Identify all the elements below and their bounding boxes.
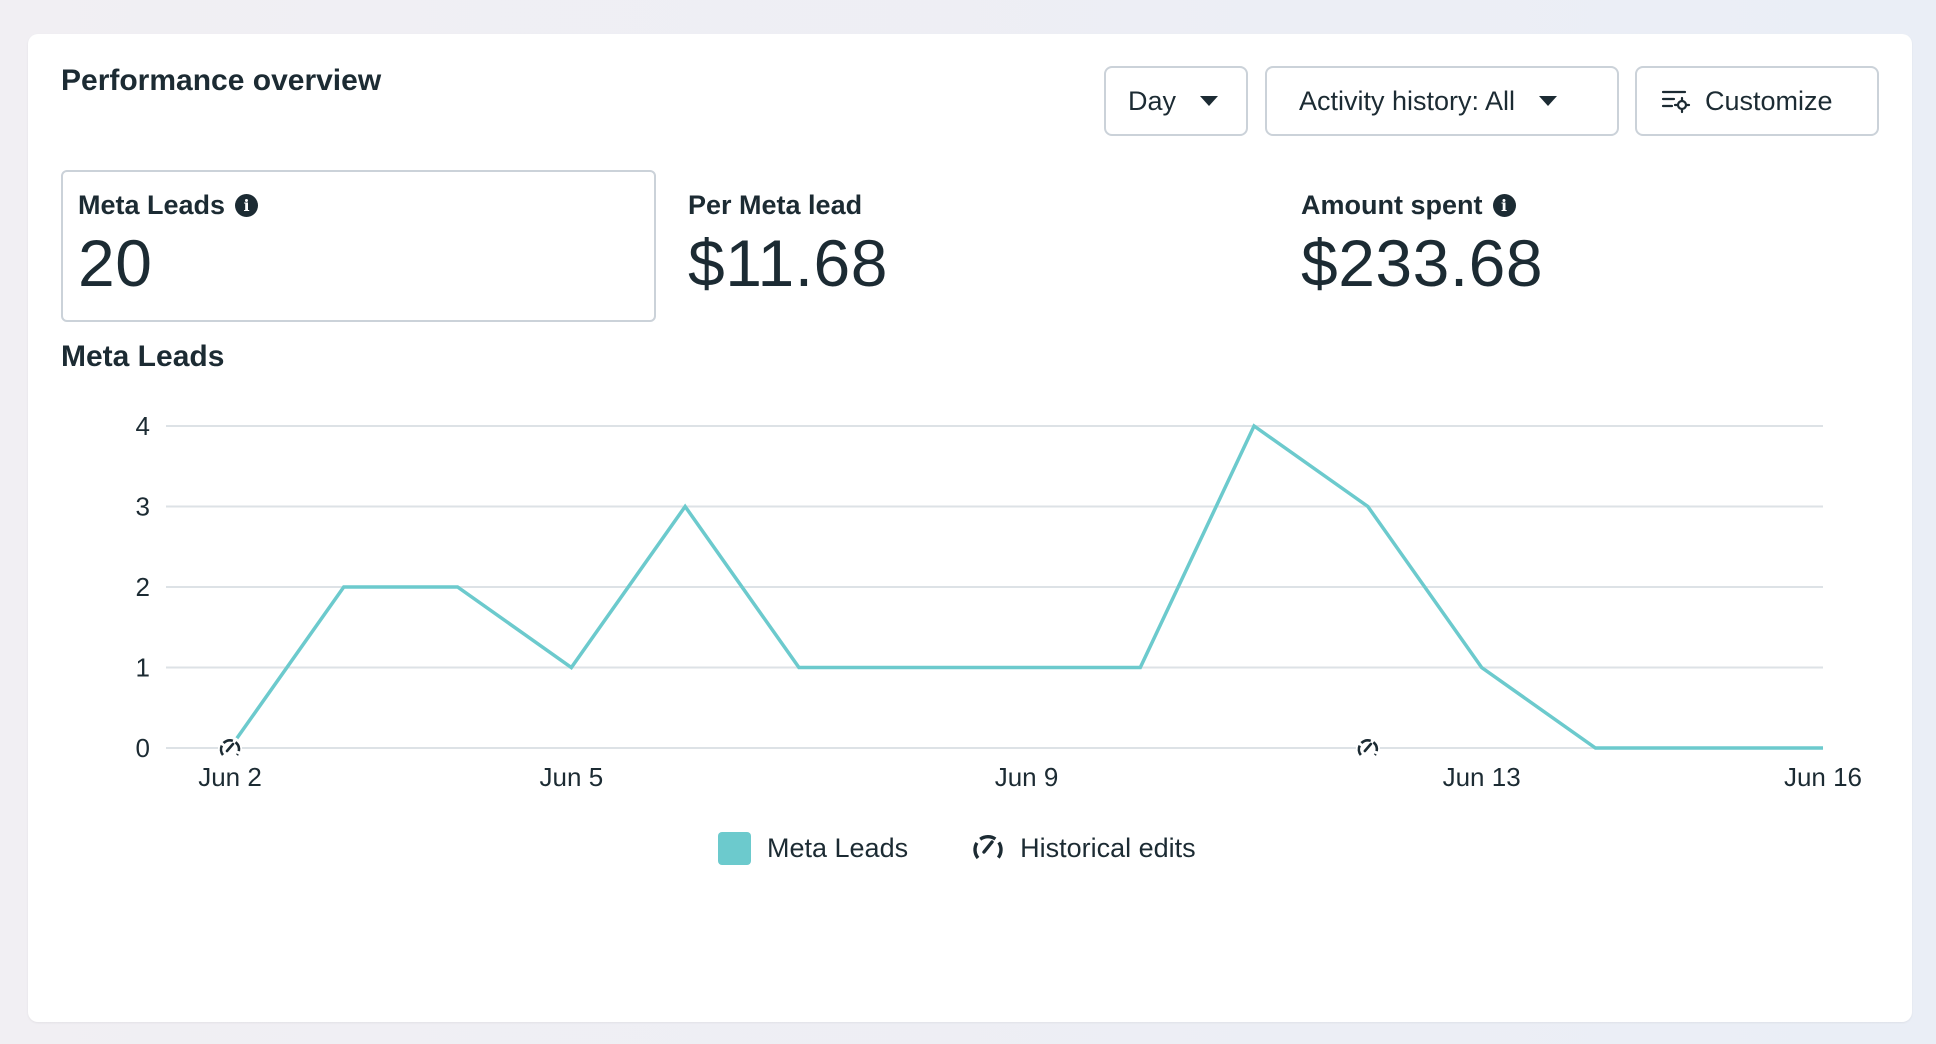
y-tick-label: 1 [136,653,150,683]
activity-history-dropdown[interactable]: Activity history: All [1265,66,1619,136]
legend-swatch [718,831,751,865]
info-icon[interactable]: i [1492,194,1516,217]
metric-label: Per Meta lead [688,190,863,220]
legend-label: Historical edits [1020,832,1196,863]
performance-card [28,34,1912,1022]
historical-edit-marker [218,736,242,760]
legend-item-historical-edits[interactable]: Historical edits [970,830,1196,866]
metric-card-per-meta-lead[interactable]: Per Meta lead $11.68 [688,170,1248,322]
y-tick-label: 3 [136,492,150,522]
metric-label-row: Amount spent i [1301,190,1861,221]
customize-button[interactable]: Customize [1635,66,1879,136]
metric-card-meta-leads[interactable]: Meta Leads i 20 [61,170,656,322]
page-title: Performance overview [61,64,382,97]
metric-card-amount-spent[interactable]: Amount spent i $233.68 [1301,170,1861,322]
metric-value: $11.68 [688,226,888,300]
metric-value: 20 [78,226,153,300]
day-dropdown-label: Day [1128,85,1177,116]
historical-edits-icon [973,835,1003,860]
x-tick-label: Jun 2 [198,762,262,792]
metric-label-row: Meta Leads i [78,190,654,221]
metric-value: $233.68 [1301,226,1544,300]
y-tick-label: 2 [136,572,150,602]
metric-label: Meta Leads [78,190,226,220]
customize-icon [1661,90,1691,114]
historical-edit-marker [1355,736,1380,760]
metric-label: Amount spent [1301,190,1483,220]
x-tick-label: Jun 9 [995,762,1059,792]
x-tick-label: Jun 13 [1443,762,1521,792]
day-dropdown[interactable]: Day [1104,66,1248,136]
y-tick-label: 4 [136,411,150,441]
caret-down-icon [1200,96,1219,106]
metric-label-row: Per Meta lead [688,190,1248,221]
chart-legend: Meta Leads Historical edits [718,830,1196,866]
customize-label: Customize [1705,85,1833,116]
x-tick-label: Jun 16 [1784,762,1862,792]
legend-item-meta-leads[interactable]: Meta Leads [718,831,909,865]
info-icon[interactable]: i [235,194,259,217]
legend-label: Meta Leads [767,832,909,863]
x-tick-label: Jun 5 [540,762,604,792]
activity-history-label: Activity history: All [1299,85,1516,116]
y-tick-label: 0 [136,733,150,763]
chart-title: Meta Leads [61,340,225,373]
caret-down-icon [1539,96,1558,106]
